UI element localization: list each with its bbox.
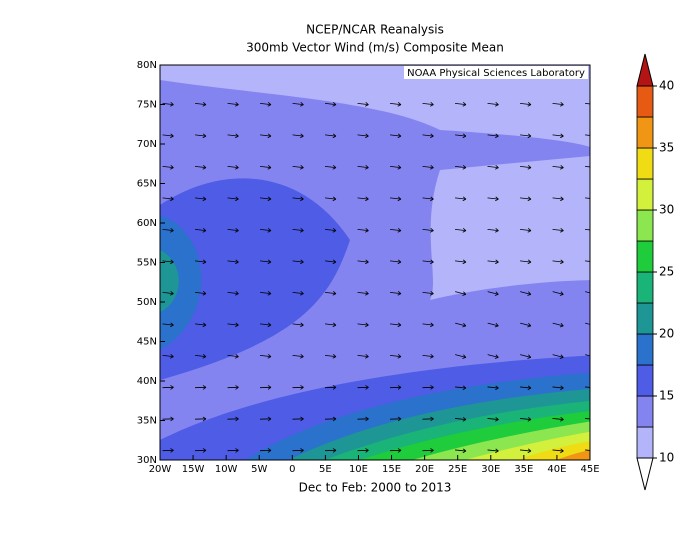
x-tick-label: 20E (415, 464, 434, 475)
y-tick-label: 45N (137, 337, 157, 348)
wind-arrowhead (593, 228, 596, 232)
wind-arrowhead (593, 417, 596, 421)
colorbar-segment (637, 365, 653, 396)
wind-arrowhead (560, 480, 563, 484)
wind-arrow (585, 481, 596, 482)
colorbar-over (637, 54, 653, 86)
x-tick-label: 15E (382, 464, 401, 475)
colorbar-tick-label: 10 (659, 451, 674, 465)
y-tick-label: 70N (137, 139, 157, 150)
colorbar-under (637, 458, 653, 490)
y-tick-label: 50N (137, 297, 157, 308)
x-tick-label: 40E (547, 464, 566, 475)
colorbar-segment (637, 148, 653, 179)
colorbar-segment (637, 427, 653, 458)
wind-arrowhead (593, 260, 596, 264)
x-tick-label: 25E (448, 464, 467, 475)
colorbar-tick-label: 35 (659, 141, 674, 155)
y-tick-label: 40N (137, 376, 157, 387)
y-tick-label: 65N (137, 179, 157, 190)
x-tick-label: 10W (215, 464, 238, 475)
wind-arrow (520, 481, 531, 482)
colorbar-segment (637, 241, 653, 272)
x-tick-label: 15W (182, 464, 205, 475)
title: NCEP/NCAR Reanalysis (306, 23, 444, 37)
wind-arrowhead (593, 386, 596, 390)
subtitle: 300mb Vector Wind (m/s) Composite Mean (246, 41, 504, 55)
colorbar-tick-label: 15 (659, 389, 674, 403)
y-tick-label: 80N (137, 60, 157, 71)
x-tick-label: 35E (514, 464, 533, 475)
wind-arrowhead (593, 165, 596, 169)
colorbar-tick-label: 25 (659, 265, 674, 279)
colorbar-segment (637, 303, 653, 334)
x-tick-label: 5E (319, 464, 332, 475)
colorbar-segment (637, 210, 653, 241)
wind-arrowhead (235, 480, 238, 484)
wind-arrowhead (593, 134, 596, 138)
wind-field (150, 65, 600, 485)
colorbar-tick-label: 30 (659, 203, 674, 217)
wind-arrowhead (593, 197, 596, 201)
colorbar-segment (637, 179, 653, 210)
wind-arrowhead (495, 480, 498, 484)
wind-arrowhead (593, 102, 596, 106)
y-tick-label: 60N (137, 218, 157, 229)
x-tick-label: 30E (481, 464, 500, 475)
wind-arrowhead (268, 480, 271, 484)
wind-arrowhead (170, 480, 173, 484)
colorbar-segment (637, 334, 653, 365)
y-tick-label: 55N (137, 258, 157, 269)
wind-arrow (455, 481, 466, 482)
colorbar-segment (637, 117, 653, 148)
x-tick-label: 45E (580, 464, 599, 475)
x-tick-label: 0 (289, 464, 295, 475)
colorbar-segment (637, 86, 653, 117)
wind-arrowhead (593, 480, 596, 484)
credit: NOAA Physical Sciences Laboratory (407, 68, 585, 79)
wind-arrowhead (592, 323, 596, 328)
x-tick-label: 10E (349, 464, 368, 475)
y-tick-label: 75N (137, 100, 157, 111)
wind-arrowhead (203, 480, 206, 484)
x-tick-label: 5W (251, 464, 267, 475)
colorbar: 10 15 20 25 30 35 40 (637, 54, 674, 490)
y-tick-label: 35N (137, 416, 157, 427)
wind-arrowhead (593, 449, 596, 453)
colorbar-segment (637, 272, 653, 303)
wind-arrowhead (528, 480, 531, 484)
colorbar-segment (637, 396, 653, 427)
footer: Dec to Feb: 2000 to 2013 (299, 481, 452, 495)
wind-arrowhead (592, 355, 596, 360)
wind-arrowhead (592, 292, 596, 297)
colorbar-tick-label: 20 (659, 327, 674, 341)
wind-arrowhead (463, 480, 466, 484)
colorbar-tick-label: 40 (659, 79, 674, 93)
y-tick-label: 30N (137, 455, 157, 466)
wind-arrow (553, 481, 564, 482)
wind-arrow (488, 481, 499, 482)
